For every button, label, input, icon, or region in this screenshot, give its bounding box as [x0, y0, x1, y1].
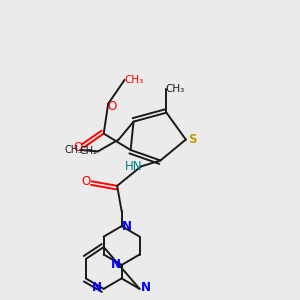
Text: O: O	[82, 175, 91, 188]
Text: S: S	[188, 133, 197, 146]
Text: CH₃: CH₃	[65, 145, 83, 155]
Text: HN: HN	[125, 160, 142, 173]
Text: O: O	[74, 140, 83, 154]
Text: N: N	[122, 220, 132, 232]
Text: CH₂: CH₂	[79, 146, 97, 157]
Text: N: N	[111, 259, 121, 272]
Text: CH₃: CH₃	[124, 75, 144, 85]
Text: O: O	[107, 100, 116, 112]
Text: N: N	[92, 281, 102, 294]
Text: CH₃: CH₃	[165, 84, 184, 94]
Text: N: N	[141, 281, 151, 294]
